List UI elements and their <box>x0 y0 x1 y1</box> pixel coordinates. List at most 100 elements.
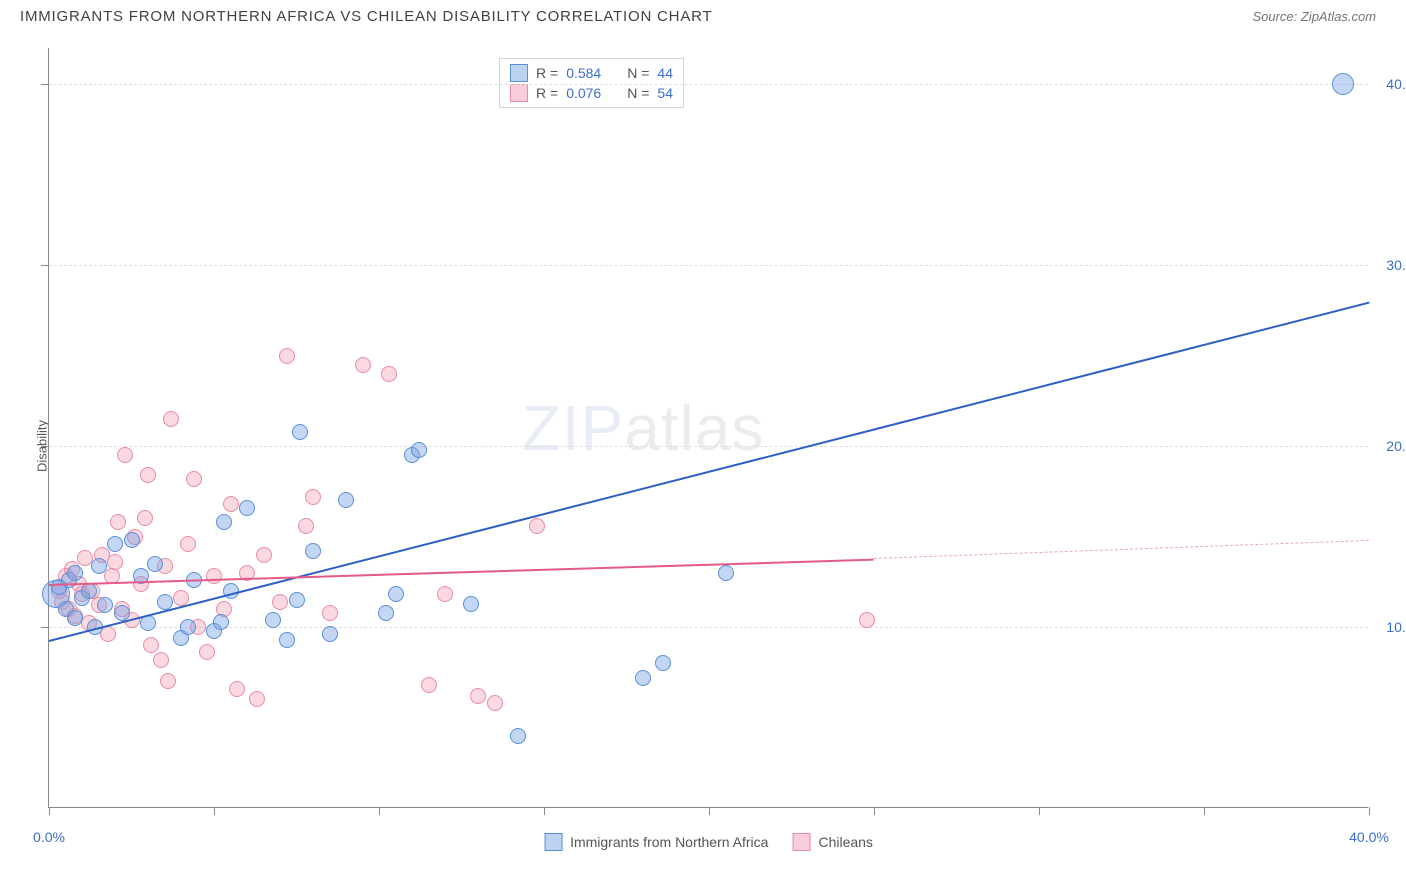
data-point <box>81 583 97 599</box>
tick-x <box>874 807 875 815</box>
data-point <box>635 670 651 686</box>
xtick-label: 40.0% <box>1349 829 1389 845</box>
tick-x <box>49 807 50 815</box>
ytick-label: 30.0% <box>1386 257 1406 273</box>
chart-plot-area: ZIPatlas R = 0.584N = 44R = 0.076N = 54 … <box>48 48 1368 808</box>
data-point <box>163 411 179 427</box>
data-point <box>157 594 173 610</box>
data-point <box>298 518 314 534</box>
data-point <box>97 597 113 613</box>
data-point <box>107 554 123 570</box>
tick-x <box>379 807 380 815</box>
corr-n-label: N = <box>627 85 649 101</box>
data-point <box>117 447 133 463</box>
legend-swatch <box>510 84 528 102</box>
legend-item: Chileans <box>792 833 872 851</box>
legend-swatch <box>792 833 810 851</box>
data-point <box>1332 73 1354 95</box>
corr-r-label: R = <box>536 65 558 81</box>
chart-header: IMMIGRANTS FROM NORTHERN AFRICA VS CHILE… <box>0 0 1406 33</box>
data-point <box>338 492 354 508</box>
data-point <box>67 610 83 626</box>
legend-swatch <box>510 64 528 82</box>
data-point <box>186 471 202 487</box>
data-point <box>110 514 126 530</box>
ytick-label: 20.0% <box>1386 438 1406 454</box>
corr-r-value: 0.076 <box>566 85 601 101</box>
data-point <box>91 558 107 574</box>
ytick-label: 10.0% <box>1386 619 1406 635</box>
data-point <box>137 510 153 526</box>
data-point <box>153 652 169 668</box>
tick-y <box>41 84 49 85</box>
legend-label: Immigrants from Northern Africa <box>570 834 768 850</box>
data-point <box>437 586 453 602</box>
correlation-legend: R = 0.584N = 44R = 0.076N = 54 <box>499 58 684 108</box>
data-point <box>239 500 255 516</box>
tick-y <box>41 627 49 628</box>
chart-source: Source: ZipAtlas.com <box>1252 9 1376 24</box>
gridline-h <box>49 627 1368 628</box>
trend-line <box>49 558 874 585</box>
corr-r-label: R = <box>536 85 558 101</box>
data-point <box>388 586 404 602</box>
data-point <box>143 637 159 653</box>
corr-legend-row: R = 0.076 N = 54 <box>510 83 673 103</box>
corr-n-label: N = <box>627 65 649 81</box>
data-point <box>510 728 526 744</box>
data-point <box>470 688 486 704</box>
tick-y <box>41 446 49 447</box>
trend-line <box>49 301 1369 641</box>
gridline-h <box>49 265 1368 266</box>
corr-legend-row: R = 0.584N = 44 <box>510 63 673 83</box>
data-point <box>216 514 232 530</box>
legend-swatch <box>544 833 562 851</box>
data-point <box>256 547 272 563</box>
data-point <box>213 614 229 630</box>
data-point <box>265 612 281 628</box>
data-point <box>180 536 196 552</box>
data-point <box>289 592 305 608</box>
data-point <box>206 568 222 584</box>
data-point <box>279 632 295 648</box>
trend-line <box>874 540 1369 559</box>
data-point <box>107 536 123 552</box>
data-point <box>463 596 479 612</box>
data-point <box>160 673 176 689</box>
data-point <box>859 612 875 628</box>
data-point <box>718 565 734 581</box>
tick-x <box>214 807 215 815</box>
data-point <box>487 695 503 711</box>
data-point <box>322 605 338 621</box>
data-point <box>292 424 308 440</box>
data-point <box>199 644 215 660</box>
data-point <box>322 626 338 642</box>
tick-x <box>1204 807 1205 815</box>
data-point <box>272 594 288 610</box>
ytick-label: 40.0% <box>1386 76 1406 92</box>
data-point <box>411 442 427 458</box>
tick-x <box>1039 807 1040 815</box>
data-point <box>67 565 83 581</box>
tick-x <box>544 807 545 815</box>
data-point <box>147 556 163 572</box>
data-point <box>655 655 671 671</box>
gridline-h <box>49 446 1368 447</box>
legend-item: Immigrants from Northern Africa <box>544 833 768 851</box>
data-point <box>229 681 245 697</box>
corr-n-value: 54 <box>657 85 673 101</box>
xtick-label: 0.0% <box>33 829 65 845</box>
chart-title: IMMIGRANTS FROM NORTHERN AFRICA VS CHILE… <box>20 8 712 25</box>
data-point <box>305 489 321 505</box>
data-point <box>378 605 394 621</box>
data-point <box>249 691 265 707</box>
data-point <box>114 605 130 621</box>
data-point <box>421 677 437 693</box>
data-point <box>381 366 397 382</box>
data-point <box>279 348 295 364</box>
data-point <box>305 543 321 559</box>
legend-label: Chileans <box>818 834 872 850</box>
tick-x <box>709 807 710 815</box>
data-point <box>223 496 239 512</box>
data-point <box>529 518 545 534</box>
